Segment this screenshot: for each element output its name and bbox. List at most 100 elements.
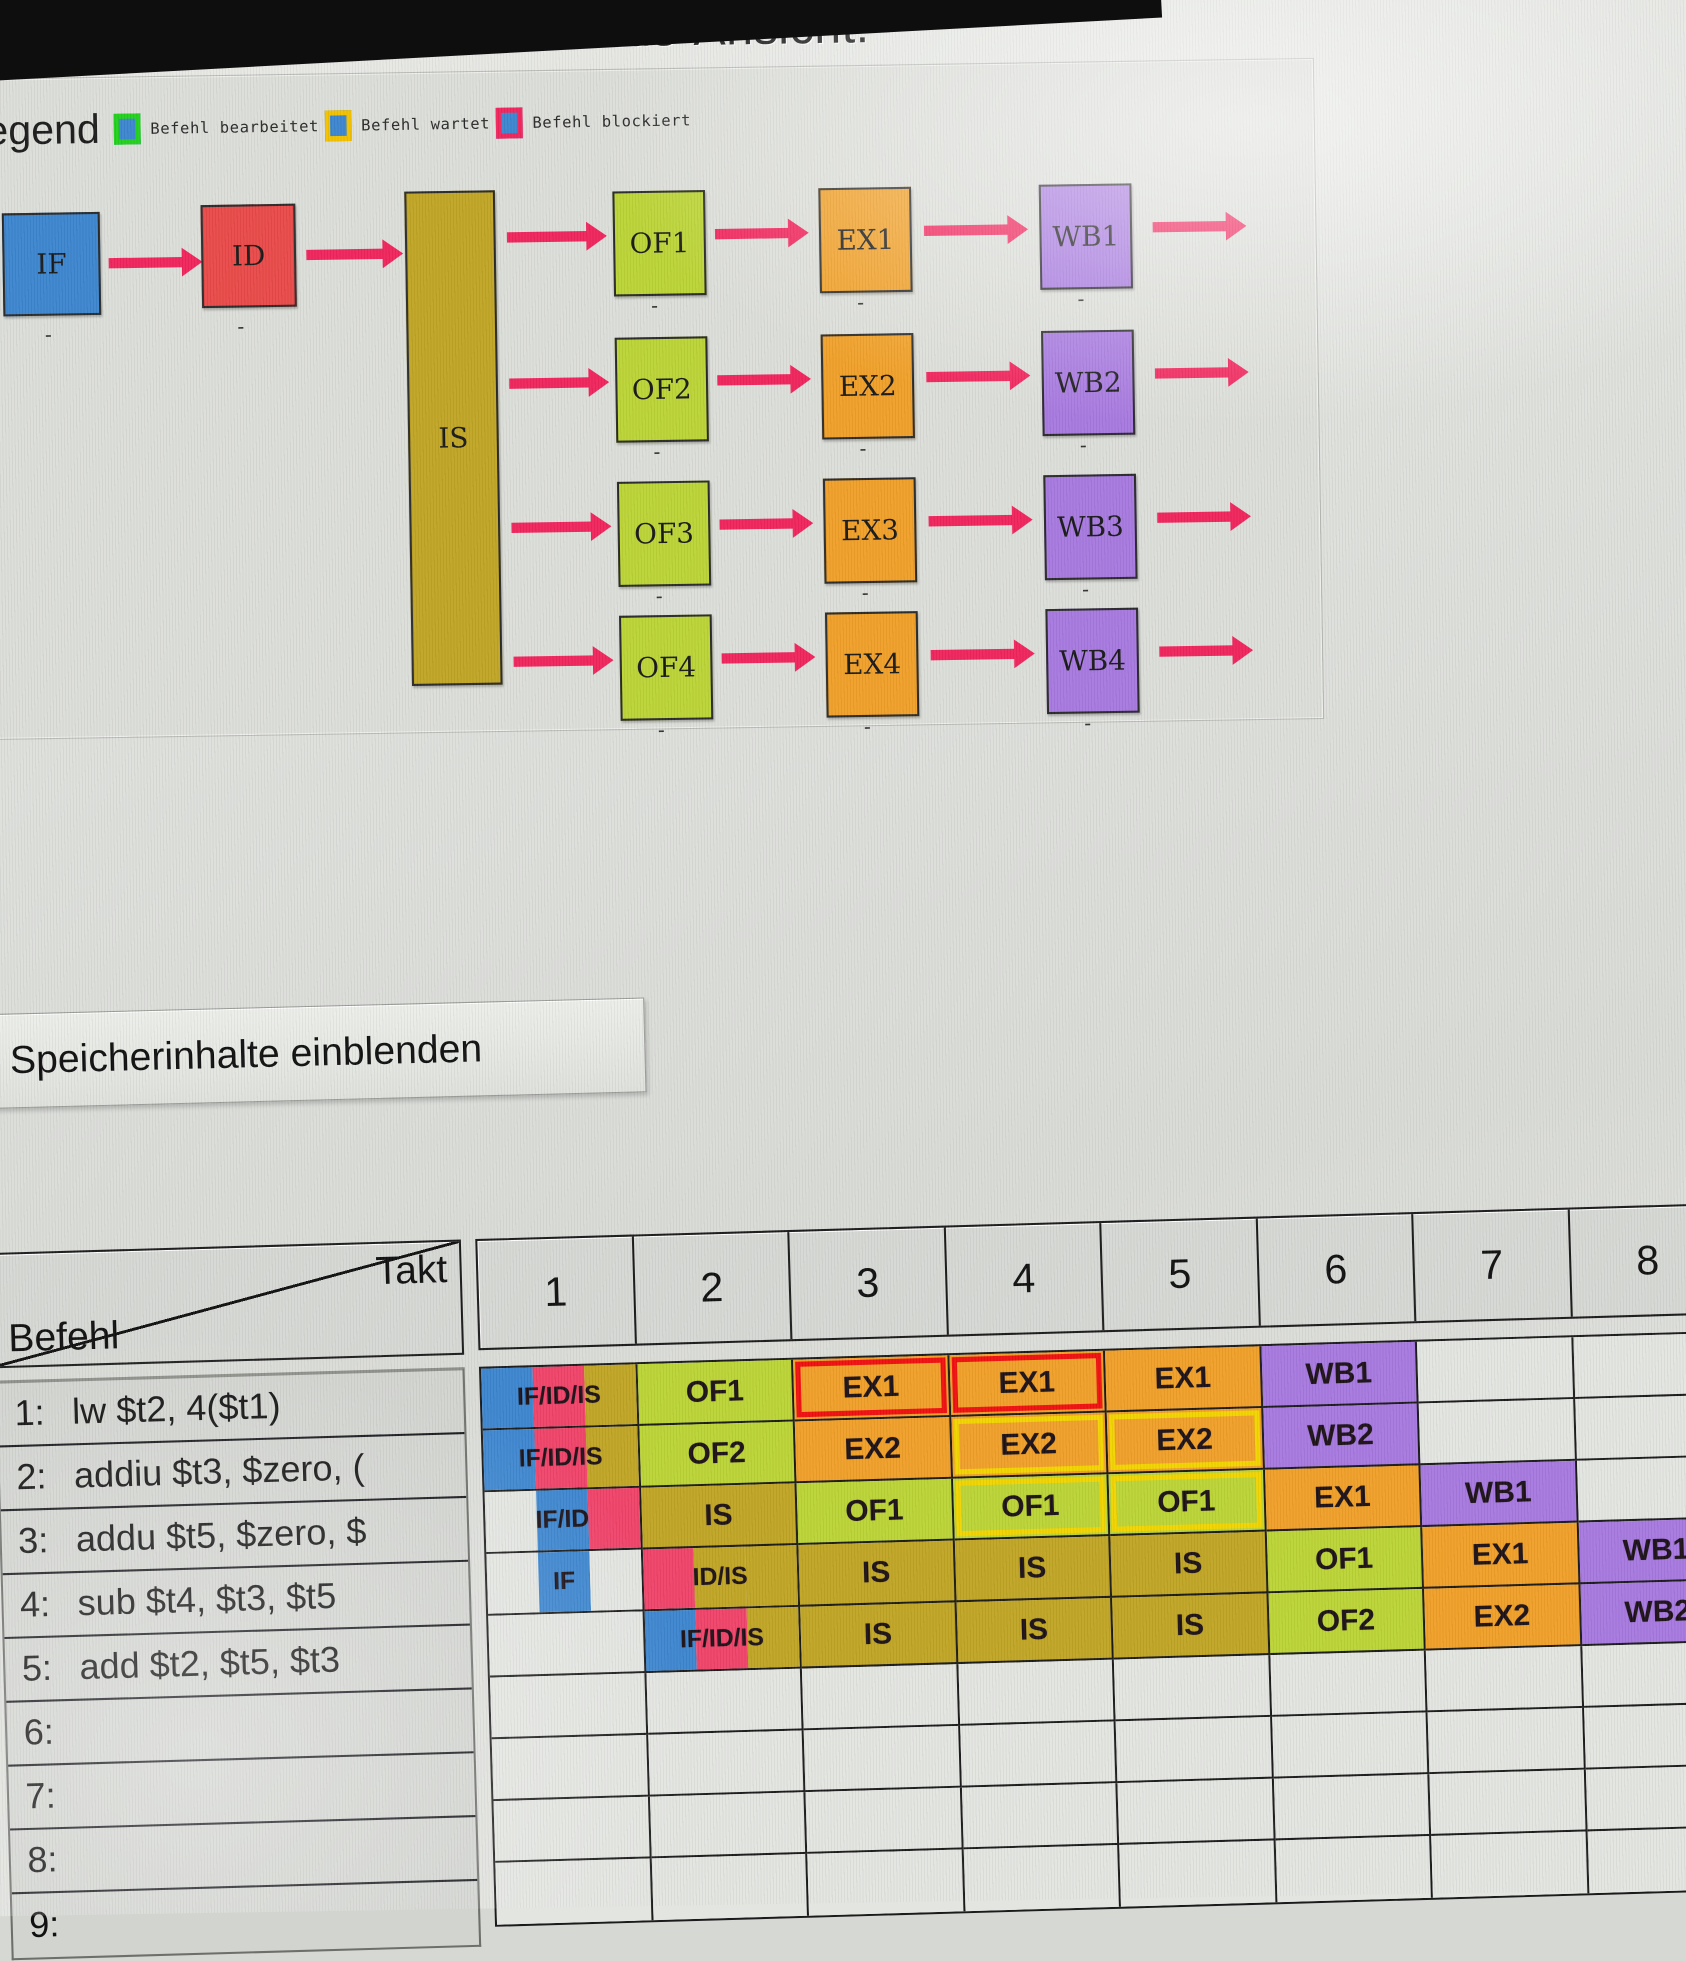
pipeline-cell[interactable]: IF/ID/IS (644, 1606, 802, 1674)
pipeline-stage-of3[interactable]: OF3 (616, 480, 712, 587)
pipeline-cell[interactable]: IS (954, 1536, 1113, 1603)
cycle-header-3[interactable]: 3 (789, 1227, 949, 1340)
cycle-header-1[interactable]: 1 (477, 1236, 637, 1349)
pipeline-cell[interactable] (1583, 1703, 1686, 1770)
pipeline-cell[interactable] (803, 1725, 962, 1793)
pipeline-cell[interactable]: IF/ID/IS (481, 1364, 639, 1431)
pipeline-cell[interactable] (1429, 1769, 1588, 1836)
cycle-header-4[interactable]: 4 (945, 1223, 1105, 1335)
pipeline-cell[interactable] (647, 1730, 806, 1797)
cycle-header-8[interactable]: 8 (1635, 1237, 1660, 1284)
pipeline-cell[interactable]: OF1 (1266, 1527, 1425, 1594)
pipeline-cell[interactable]: WB1 (1420, 1460, 1579, 1528)
pipeline-cell[interactable] (1427, 1707, 1586, 1775)
instruction-list[interactable]: 1: lw $t2, 4($t1) 2: addiu $t3, $zero, (3: a… (0, 1367, 482, 1961)
pipeline-cell[interactable]: IS (1112, 1593, 1270, 1660)
pipeline-cell[interactable] (1117, 1778, 1276, 1845)
pipeline-cell[interactable] (488, 1611, 646, 1678)
pipeline-cell[interactable]: EX2 (1424, 1584, 1582, 1651)
pipeline-cell[interactable]: OF1 (952, 1474, 1111, 1541)
pipeline-stage-wb3[interactable]: WB3 (1043, 473, 1138, 581)
pipeline-cell[interactable] (807, 1849, 966, 1916)
pipeline-cell[interactable]: WB2 (1262, 1403, 1421, 1470)
pipeline-cell[interactable]: EX2 (950, 1412, 1109, 1479)
pipeline-cell[interactable] (1275, 1835, 1433, 1903)
pipeline-cell[interactable] (959, 1721, 1118, 1788)
pipeline-stage-wb1[interactable]: WB1 (1038, 183, 1134, 290)
pipeline-cell[interactable] (1572, 1332, 1686, 1400)
pipeline-cell[interactable]: IF/ID/IS (482, 1426, 641, 1493)
flow-arrow-icon (1152, 220, 1227, 233)
pipeline-cell[interactable]: OF2 (1268, 1588, 1426, 1656)
cycle-header-6[interactable]: 6 (1257, 1214, 1417, 1326)
pipeline-cell[interactable] (1574, 1394, 1686, 1461)
pipeline-cell[interactable]: IF/ID (484, 1487, 643, 1555)
pipeline-cell[interactable] (1269, 1650, 1428, 1717)
pipeline-cell[interactable] (961, 1783, 1120, 1850)
pipeline-stage-of2[interactable]: OF2 (614, 336, 709, 443)
pipeline-cell[interactable]: WB1 (1260, 1341, 1419, 1409)
pipeline-cell[interactable]: IS (800, 1602, 958, 1669)
instruction-row[interactable]: 9: (12, 1881, 479, 1958)
cycle-header-7[interactable]: 7 (1413, 1209, 1573, 1322)
pipeline-cell[interactable] (645, 1668, 804, 1735)
pipeline-cell[interactable]: WB1 (1578, 1518, 1686, 1585)
pipeline-cell[interactable] (649, 1792, 808, 1859)
pipeline-cell[interactable] (1113, 1655, 1272, 1722)
pipeline-cell[interactable] (1425, 1646, 1584, 1713)
pipeline-cell[interactable]: OF1 (796, 1478, 955, 1546)
pipeline-cell[interactable] (1581, 1641, 1686, 1708)
pipeline-cell[interactable]: ID/IS (642, 1545, 801, 1612)
cycle-header-5[interactable]: 5 (1101, 1218, 1261, 1331)
pipeline-cell[interactable] (801, 1664, 960, 1731)
pipeline-cell[interactable] (1587, 1827, 1686, 1894)
pipeline-stage-wb4[interactable]: WB4 (1045, 607, 1140, 715)
cycle-grid[interactable]: IF/ID/IS OF1 EX1 EX1 EX1 WB1 IF/ID/IS OF2 EX2 EX2… (478, 1330, 1686, 1927)
pipeline-cell[interactable]: OF1 (1108, 1469, 1267, 1537)
pipeline-cell[interactable] (1271, 1712, 1430, 1779)
pipeline-cell[interactable] (493, 1796, 652, 1863)
pipeline-cell[interactable]: EX1 (1264, 1465, 1423, 1532)
pipeline-cell[interactable]: EX1 (1422, 1522, 1581, 1589)
pipeline-cell[interactable] (651, 1853, 810, 1921)
pipeline-stage-of4[interactable]: OF4 (618, 614, 714, 721)
pipeline-cell[interactable]: IS (640, 1483, 799, 1550)
pipeline-stage-ex2[interactable]: EX2 (820, 333, 915, 440)
pipeline-cell[interactable]: WB2 (1580, 1579, 1686, 1647)
pipeline-cell[interactable]: IS (1110, 1531, 1269, 1598)
pipeline-stage-id[interactable]: ID (200, 203, 297, 309)
pipeline-cell[interactable] (1585, 1765, 1686, 1832)
pipeline-cell[interactable]: IF (486, 1549, 645, 1616)
pipeline-stage-of1[interactable]: OF1 (612, 190, 707, 297)
pipeline-cell[interactable]: EX1 (793, 1355, 951, 1422)
pipeline-cell[interactable] (1416, 1337, 1575, 1404)
pipeline-cell[interactable] (495, 1858, 654, 1925)
pipeline-cell[interactable] (1431, 1831, 1589, 1898)
pipeline-stage-wb2[interactable]: WB2 (1040, 329, 1136, 437)
pipeline-cell[interactable]: EX1 (1104, 1346, 1263, 1413)
pipeline-cell[interactable] (1115, 1716, 1274, 1784)
cycle-header-2[interactable]: 2 (633, 1232, 793, 1344)
pipeline-cell[interactable] (1576, 1456, 1686, 1523)
pipeline-cell[interactable] (489, 1673, 648, 1740)
pipeline-cell[interactable] (1273, 1774, 1432, 1841)
pipeline-cell[interactable] (805, 1787, 964, 1854)
pipeline-cell[interactable] (1119, 1840, 1277, 1907)
pipeline-cell[interactable]: EX1 (948, 1350, 1107, 1418)
pipeline-cell[interactable]: EX2 (794, 1417, 953, 1484)
pipeline-cell[interactable] (1418, 1399, 1577, 1466)
show-memory-button[interactable]: Speicherinhalte einblenden (0, 997, 647, 1109)
pipeline-cell[interactable]: IS (956, 1597, 1114, 1665)
pipeline-cell[interactable] (963, 1844, 1121, 1912)
pipeline-cell[interactable]: OF1 (637, 1359, 795, 1427)
pipeline-cell[interactable]: EX2 (1106, 1408, 1265, 1475)
pipeline-cell[interactable]: OF2 (638, 1421, 797, 1488)
pipeline-cell[interactable] (491, 1734, 650, 1802)
pipeline-stage-is[interactable]: IS (404, 190, 503, 686)
pipeline-cell[interactable]: IS (798, 1540, 957, 1607)
pipeline-stage-ex3[interactable]: EX3 (822, 477, 918, 584)
pipeline-cell[interactable] (957, 1659, 1116, 1726)
pipeline-stage-if[interactable]: IF (1, 211, 102, 317)
pipeline-stage-ex1[interactable]: EX1 (818, 186, 913, 294)
pipeline-stage-ex4[interactable]: EX4 (824, 611, 920, 718)
